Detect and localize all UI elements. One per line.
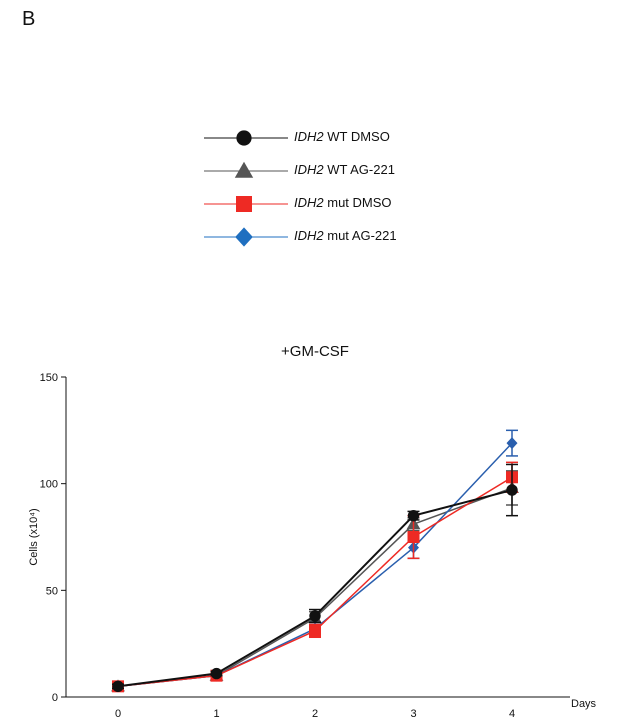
x-tick-label: 2	[312, 708, 318, 720]
legend-condition: mut AG-221	[327, 228, 397, 243]
axes: 0 50 100 150 0 1 2 3 4	[40, 372, 570, 720]
series-line	[117, 476, 513, 688]
legend-swatch	[204, 130, 288, 146]
legend-gene: IDH2	[294, 195, 324, 210]
plot-area	[111, 429, 519, 693]
legend-label: IDH2 mut AG-221	[294, 228, 397, 243]
data-point	[210, 667, 223, 680]
data-point	[309, 624, 321, 637]
legend-item: IDH2 mut DMSO	[200, 192, 500, 216]
legend: IDH2 WT DMSO IDH2 WT AG-221 IDH2 mut DMSO I…	[200, 126, 500, 256]
series-line	[117, 442, 513, 688]
legend-item: IDH2 mut AG-221	[200, 225, 500, 249]
data-point	[407, 531, 420, 543]
legend-marker	[236, 196, 252, 212]
data-point	[309, 610, 321, 622]
y-axis-title: Cells (x10⁴)	[28, 508, 40, 565]
legend-swatch	[204, 227, 288, 247]
legend-gene: IDH2	[294, 129, 324, 144]
x-tick-label: 0	[115, 708, 121, 720]
x-tick-label: 4	[509, 708, 515, 720]
series	[112, 461, 518, 693]
chart-title: +GM-CSF	[281, 343, 349, 360]
legend-marker	[235, 227, 253, 247]
data-point	[506, 437, 518, 450]
legend-gene: IDH2	[294, 228, 324, 243]
panel-label: B	[22, 8, 36, 30]
y-tick-label: 150	[40, 372, 58, 384]
legend-condition: WT DMSO	[327, 129, 390, 144]
legend-label: IDH2 mut DMSO	[294, 195, 392, 210]
data-point	[506, 484, 518, 496]
legend-label: IDH2 WT DMSO	[294, 129, 390, 144]
data-point	[112, 680, 124, 693]
y-tick-label: 50	[46, 585, 58, 597]
x-tick-label: 3	[410, 708, 416, 720]
legend-gene: IDH2	[294, 162, 324, 177]
legend-label: IDH2 WT AG-221	[294, 162, 395, 177]
legend-marker	[236, 130, 252, 146]
data-point	[407, 509, 420, 522]
series	[112, 463, 518, 693]
x-tick-label: 1	[213, 708, 219, 720]
legend-swatch	[204, 161, 288, 178]
y-tick-label: 100	[40, 479, 58, 491]
legend-condition: mut DMSO	[327, 195, 392, 210]
x-axis-title: Days	[571, 698, 597, 710]
legend-condition: WT AG-221	[327, 162, 395, 177]
legend-item: IDH2 WT DMSO	[200, 126, 500, 150]
legend-swatch	[204, 196, 288, 212]
series	[112, 429, 518, 693]
series-line	[117, 487, 513, 688]
y-tick-label: 0	[52, 692, 58, 704]
legend-marker	[234, 161, 254, 178]
legend-item: IDH2 WT AG-221	[200, 159, 500, 183]
series-line	[117, 489, 513, 688]
